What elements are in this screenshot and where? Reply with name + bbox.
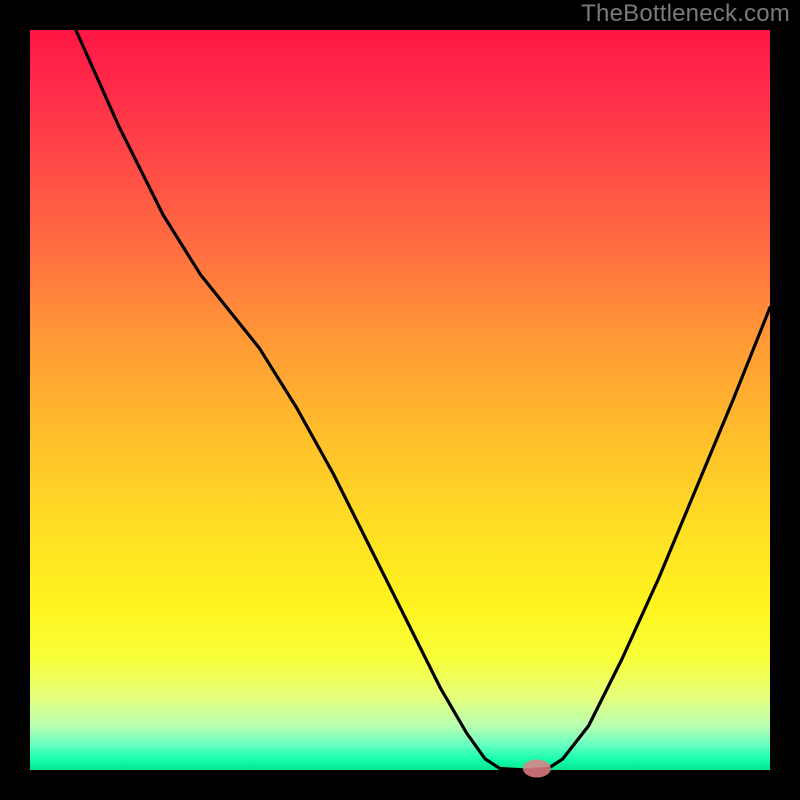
- optimal-marker: [523, 760, 551, 778]
- chart-svg: [0, 0, 800, 800]
- bottleneck-chart: TheBottleneck.com: [0, 0, 800, 800]
- gradient-background: [30, 30, 770, 770]
- watermark-text: TheBottleneck.com: [581, 0, 790, 28]
